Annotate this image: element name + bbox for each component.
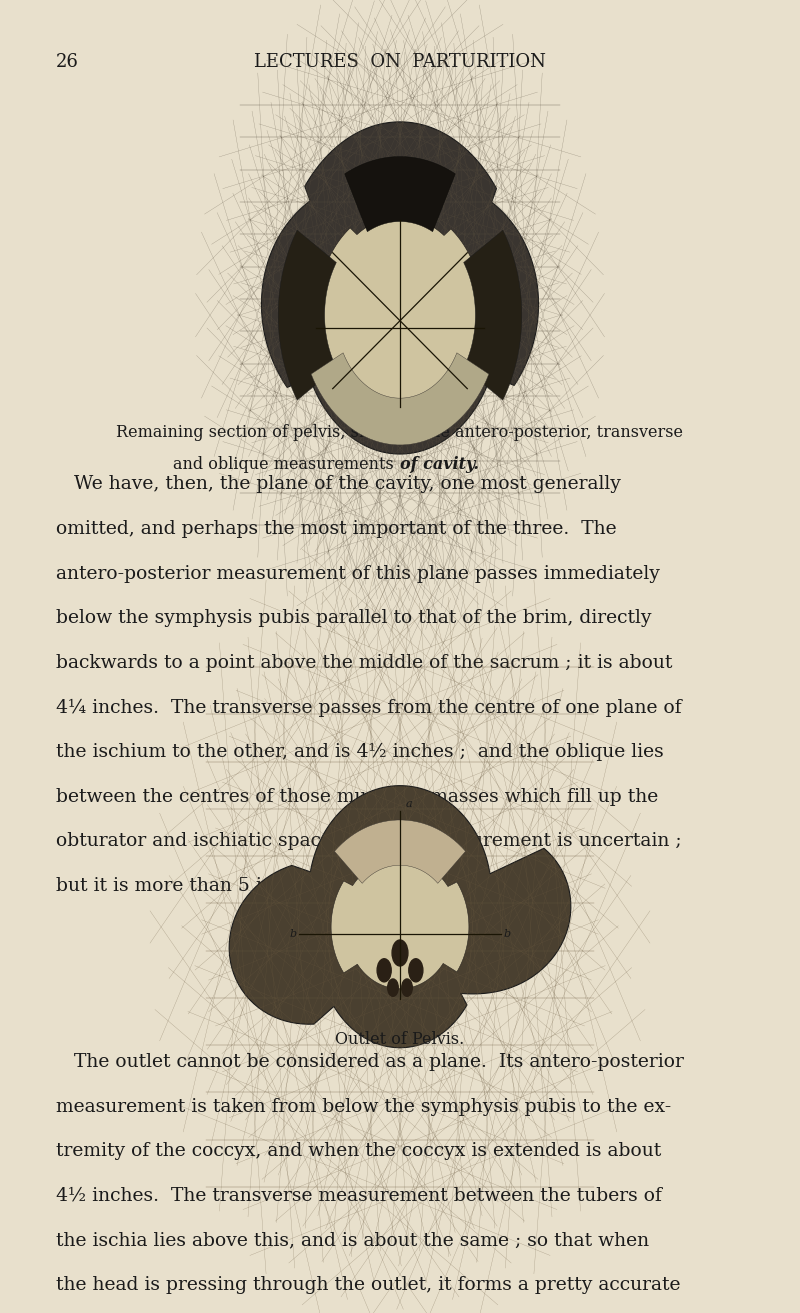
Text: Remaining section of pelvis, showing the antero-posterior, transverse: Remaining section of pelvis, showing the…	[117, 424, 683, 441]
Text: 26: 26	[56, 53, 79, 71]
Text: measurement is taken from below the symphysis pubis to the ex-: measurement is taken from below the symp…	[56, 1098, 671, 1116]
Text: the head is pressing through the outlet, it forms a pretty accurate: the head is pressing through the outlet,…	[56, 1276, 681, 1295]
Text: Outlet of Pelvis.: Outlet of Pelvis.	[335, 1031, 465, 1048]
Text: omitted, and perhaps the most important of the three.  The: omitted, and perhaps the most important …	[56, 520, 617, 538]
Text: 4½ inches.  The transverse measurement between the tubers of: 4½ inches. The transverse measurement be…	[56, 1187, 662, 1205]
Polygon shape	[464, 230, 522, 400]
Text: between the centres of those muscular masses which fill up the: between the centres of those muscular ma…	[56, 788, 658, 806]
Text: of cavity.: of cavity.	[400, 456, 479, 473]
Text: b: b	[504, 930, 511, 939]
Text: 4¼ inches.  The transverse passes from the centre of one plane of: 4¼ inches. The transverse passes from th…	[56, 699, 682, 717]
Text: obturator and ischiatic spaces.   Their measurement is uncertain ;: obturator and ischiatic spaces. Their me…	[56, 832, 682, 851]
Circle shape	[392, 940, 408, 966]
Text: b: b	[289, 930, 296, 939]
Text: The outlet cannot be considered as a plane.  Its antero-posterior: The outlet cannot be considered as a pla…	[56, 1053, 684, 1071]
Text: and oblique measurements: and oblique measurements	[173, 456, 398, 473]
Polygon shape	[334, 821, 466, 884]
Circle shape	[388, 979, 398, 997]
Text: but it is more than 5 inches.: but it is more than 5 inches.	[56, 877, 322, 895]
Text: We have, then, the plane of the cavity, one most generally: We have, then, the plane of the cavity, …	[56, 475, 621, 494]
Circle shape	[402, 979, 412, 997]
Polygon shape	[262, 122, 538, 454]
Polygon shape	[317, 217, 483, 403]
Polygon shape	[324, 204, 476, 427]
Text: antero-posterior measurement of this plane passes immediately: antero-posterior measurement of this pla…	[56, 565, 660, 583]
Polygon shape	[229, 785, 571, 1048]
Text: tremity of the coccyx, and when the coccyx is extended is about: tremity of the coccyx, and when the cocc…	[56, 1142, 662, 1161]
Text: the ischium to the other, and is 4½ inches ;  and the oblique lies: the ischium to the other, and is 4½ inch…	[56, 743, 664, 762]
Circle shape	[377, 958, 391, 982]
Polygon shape	[345, 156, 455, 231]
Polygon shape	[311, 353, 489, 445]
Text: the ischia lies above this, and is about the same ; so that when: the ischia lies above this, and is about…	[56, 1232, 649, 1250]
Polygon shape	[278, 230, 336, 400]
Text: below the symphysis pubis parallel to that of the brim, directly: below the symphysis pubis parallel to th…	[56, 609, 651, 628]
Text: LECTURES  ON  PARTURITION: LECTURES ON PARTURITION	[254, 53, 546, 71]
Polygon shape	[331, 859, 469, 989]
Text: backwards to a point above the middle of the sacrum ; it is about: backwards to a point above the middle of…	[56, 654, 672, 672]
Circle shape	[409, 958, 423, 982]
Text: a: a	[406, 798, 412, 809]
